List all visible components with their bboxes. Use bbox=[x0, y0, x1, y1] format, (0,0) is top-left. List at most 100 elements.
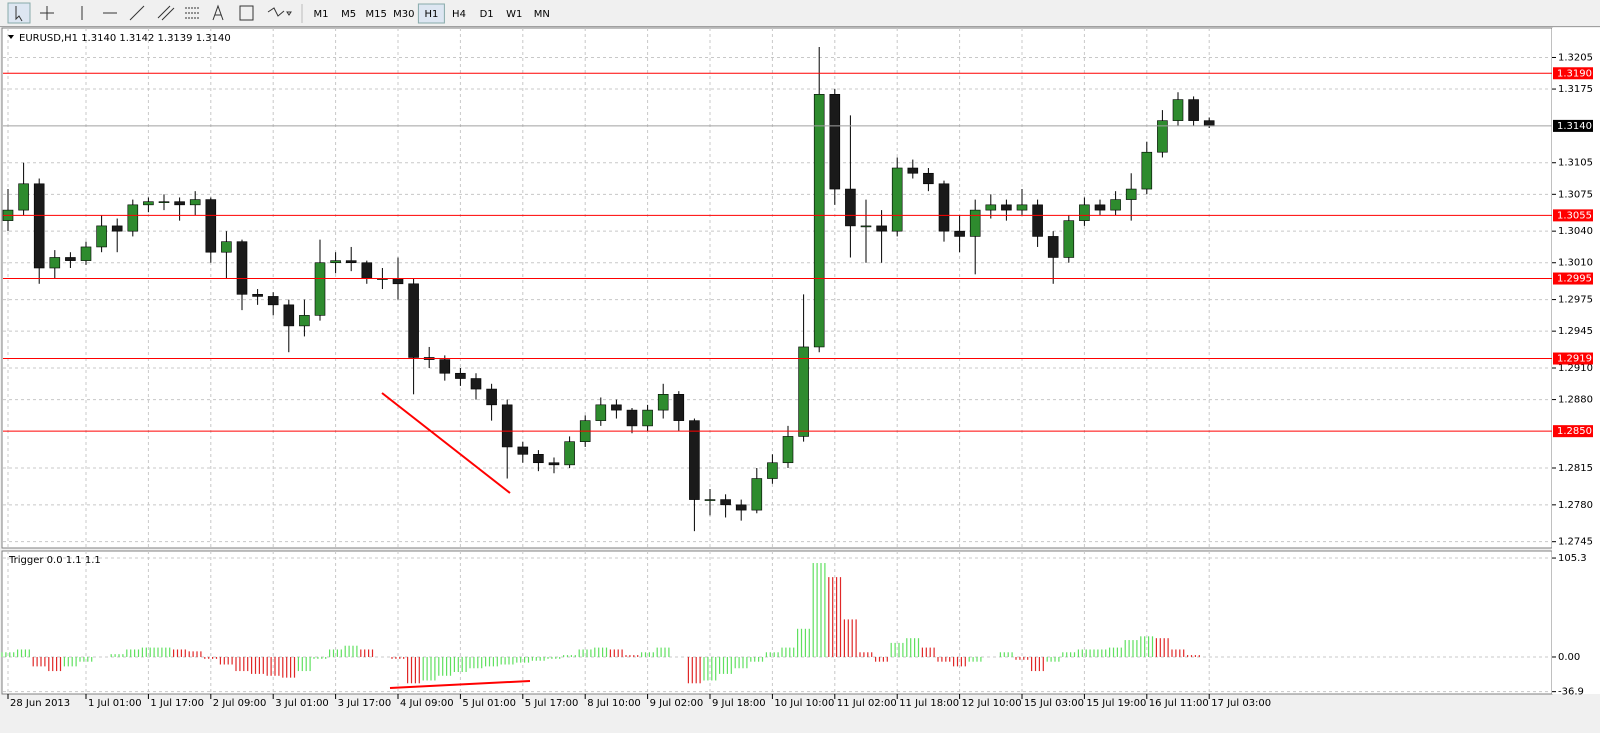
y-tick-label: 1.2815 bbox=[1558, 463, 1593, 474]
x-tick-label: 17 Jul 03:00 bbox=[1211, 698, 1271, 709]
price-level-tag bbox=[1553, 67, 1593, 80]
y-tick-label: 1.3205 bbox=[1558, 52, 1593, 63]
candle-body bbox=[1079, 204, 1090, 221]
price-level-label: 1.2995 bbox=[1557, 274, 1592, 285]
candle-body bbox=[65, 257, 76, 261]
candle-body bbox=[533, 454, 544, 464]
candle-body bbox=[283, 304, 295, 327]
x-tick-label: 10 Jul 10:00 bbox=[774, 698, 834, 709]
timeframe-label: M30 bbox=[393, 9, 414, 20]
fibonacci-button[interactable] bbox=[185, 7, 199, 19]
price-level-label: 1.3055 bbox=[1557, 210, 1592, 221]
panel-menu-arrow[interactable] bbox=[8, 35, 14, 39]
price-level-tag bbox=[1553, 425, 1593, 438]
candle-body bbox=[829, 94, 841, 190]
candle-body bbox=[1047, 236, 1059, 258]
candle-body bbox=[1141, 151, 1153, 190]
label-button[interactable] bbox=[239, 5, 254, 21]
candle-body bbox=[1110, 199, 1121, 211]
x-tick-label: 5 Jul 17:00 bbox=[525, 698, 579, 709]
y-tick-label: 1.3040 bbox=[1558, 226, 1593, 237]
x-tick-label: 4 Jul 09:00 bbox=[400, 698, 454, 709]
indicator-title: Trigger 0.0 1.1 1.1 bbox=[8, 555, 101, 566]
timeframe-button[interactable] bbox=[417, 3, 445, 24]
trendline-button[interactable] bbox=[129, 5, 145, 21]
candle-body bbox=[1172, 99, 1184, 121]
price-level-label: 1.2850 bbox=[1557, 426, 1592, 437]
channel-button[interactable] bbox=[157, 5, 175, 21]
candle-body bbox=[1125, 188, 1137, 200]
candle-body bbox=[486, 388, 497, 406]
y-tick-label: 1.3010 bbox=[1558, 258, 1593, 269]
candle-body bbox=[923, 172, 934, 185]
x-tick-label: 9 Jul 02:00 bbox=[650, 698, 704, 709]
candle-body bbox=[1203, 120, 1215, 127]
candle-body bbox=[96, 225, 107, 248]
candle-body bbox=[252, 294, 263, 297]
candle-body bbox=[657, 394, 669, 411]
marks bbox=[1, 46, 1552, 684]
candle-body bbox=[392, 278, 404, 285]
x-tick-label: 11 Jul 02:00 bbox=[837, 698, 897, 709]
candle-body bbox=[143, 201, 154, 206]
candle-body bbox=[205, 199, 217, 253]
price-level-label: 1.3190 bbox=[1557, 68, 1592, 79]
candle-body bbox=[1188, 99, 1199, 121]
candle-body bbox=[1032, 204, 1043, 237]
candle-body bbox=[626, 409, 638, 427]
candle-body bbox=[1094, 204, 1106, 211]
timeframe-label: M5 bbox=[341, 9, 356, 20]
trendline[interactable] bbox=[389, 680, 531, 689]
candle-body bbox=[158, 201, 170, 203]
price-level-tag bbox=[1553, 209, 1593, 222]
timeframe-label: D1 bbox=[480, 9, 494, 20]
y-tick-label: 1.2975 bbox=[1558, 295, 1593, 306]
x-tick-label: 5 Jul 01:00 bbox=[462, 698, 516, 709]
y-tick-label: 1.2910 bbox=[1558, 363, 1593, 374]
candle-body bbox=[221, 241, 232, 253]
candle-body bbox=[33, 183, 45, 269]
x-tick-label: 15 Jul 19:00 bbox=[1086, 698, 1146, 709]
candle-body bbox=[345, 260, 357, 264]
candle-body bbox=[455, 372, 466, 379]
timeframe-bar: M1 M5 M15 M30 H1 H4 D1 W1 MN bbox=[314, 3, 550, 24]
y-tick-label: 105.3 bbox=[1558, 553, 1587, 564]
candle-body bbox=[314, 262, 326, 316]
candle-body bbox=[127, 204, 139, 232]
candle-body bbox=[330, 260, 341, 264]
timeframe-label: W1 bbox=[506, 9, 522, 20]
candle-body bbox=[111, 225, 123, 232]
symbol-title: EURUSD,H1 1.3140 1.3142 1.3139 1.3140 bbox=[19, 33, 231, 44]
candle-body bbox=[782, 436, 794, 464]
candle-body bbox=[954, 230, 965, 237]
candle-body bbox=[49, 257, 61, 269]
candle-body bbox=[720, 499, 731, 506]
candle-body bbox=[689, 420, 700, 500]
x-tick-label: 3 Jul 01:00 bbox=[275, 698, 329, 709]
candle-body bbox=[267, 296, 279, 306]
candle-body bbox=[189, 199, 201, 206]
timeframe-label: H4 bbox=[452, 9, 466, 20]
axes: 28 Jun 2013 1 Jul 01:00 1 Jul 17:00 2 Jul 0… bbox=[7, 52, 1593, 709]
candle-body bbox=[969, 209, 981, 237]
candle-body bbox=[735, 504, 747, 511]
x-tick-label: 28 Jun 2013 bbox=[10, 698, 70, 709]
candle-body bbox=[876, 225, 887, 232]
cursor-button[interactable] bbox=[7, 2, 31, 24]
y-tick-label: -36.9 bbox=[1558, 687, 1584, 698]
drawing-tools bbox=[7, 2, 303, 24]
trendline[interactable] bbox=[381, 392, 511, 494]
x-tick-label: 1 Jul 01:00 bbox=[88, 698, 142, 709]
price-level-label: 1.2919 bbox=[1557, 354, 1592, 365]
candle-body bbox=[236, 241, 248, 295]
crosshair-button[interactable] bbox=[40, 6, 54, 20]
y-tick-label: 1.2745 bbox=[1558, 537, 1593, 548]
candle-body bbox=[767, 462, 778, 479]
candle-body bbox=[985, 204, 997, 211]
candle-body bbox=[517, 446, 529, 455]
candle-body bbox=[174, 201, 185, 206]
shapes-button[interactable] bbox=[267, 7, 292, 17]
candle-body bbox=[1016, 204, 1028, 211]
text-button[interactable] bbox=[212, 4, 224, 21]
x-tick-label: 2 Jul 09:00 bbox=[213, 698, 267, 709]
